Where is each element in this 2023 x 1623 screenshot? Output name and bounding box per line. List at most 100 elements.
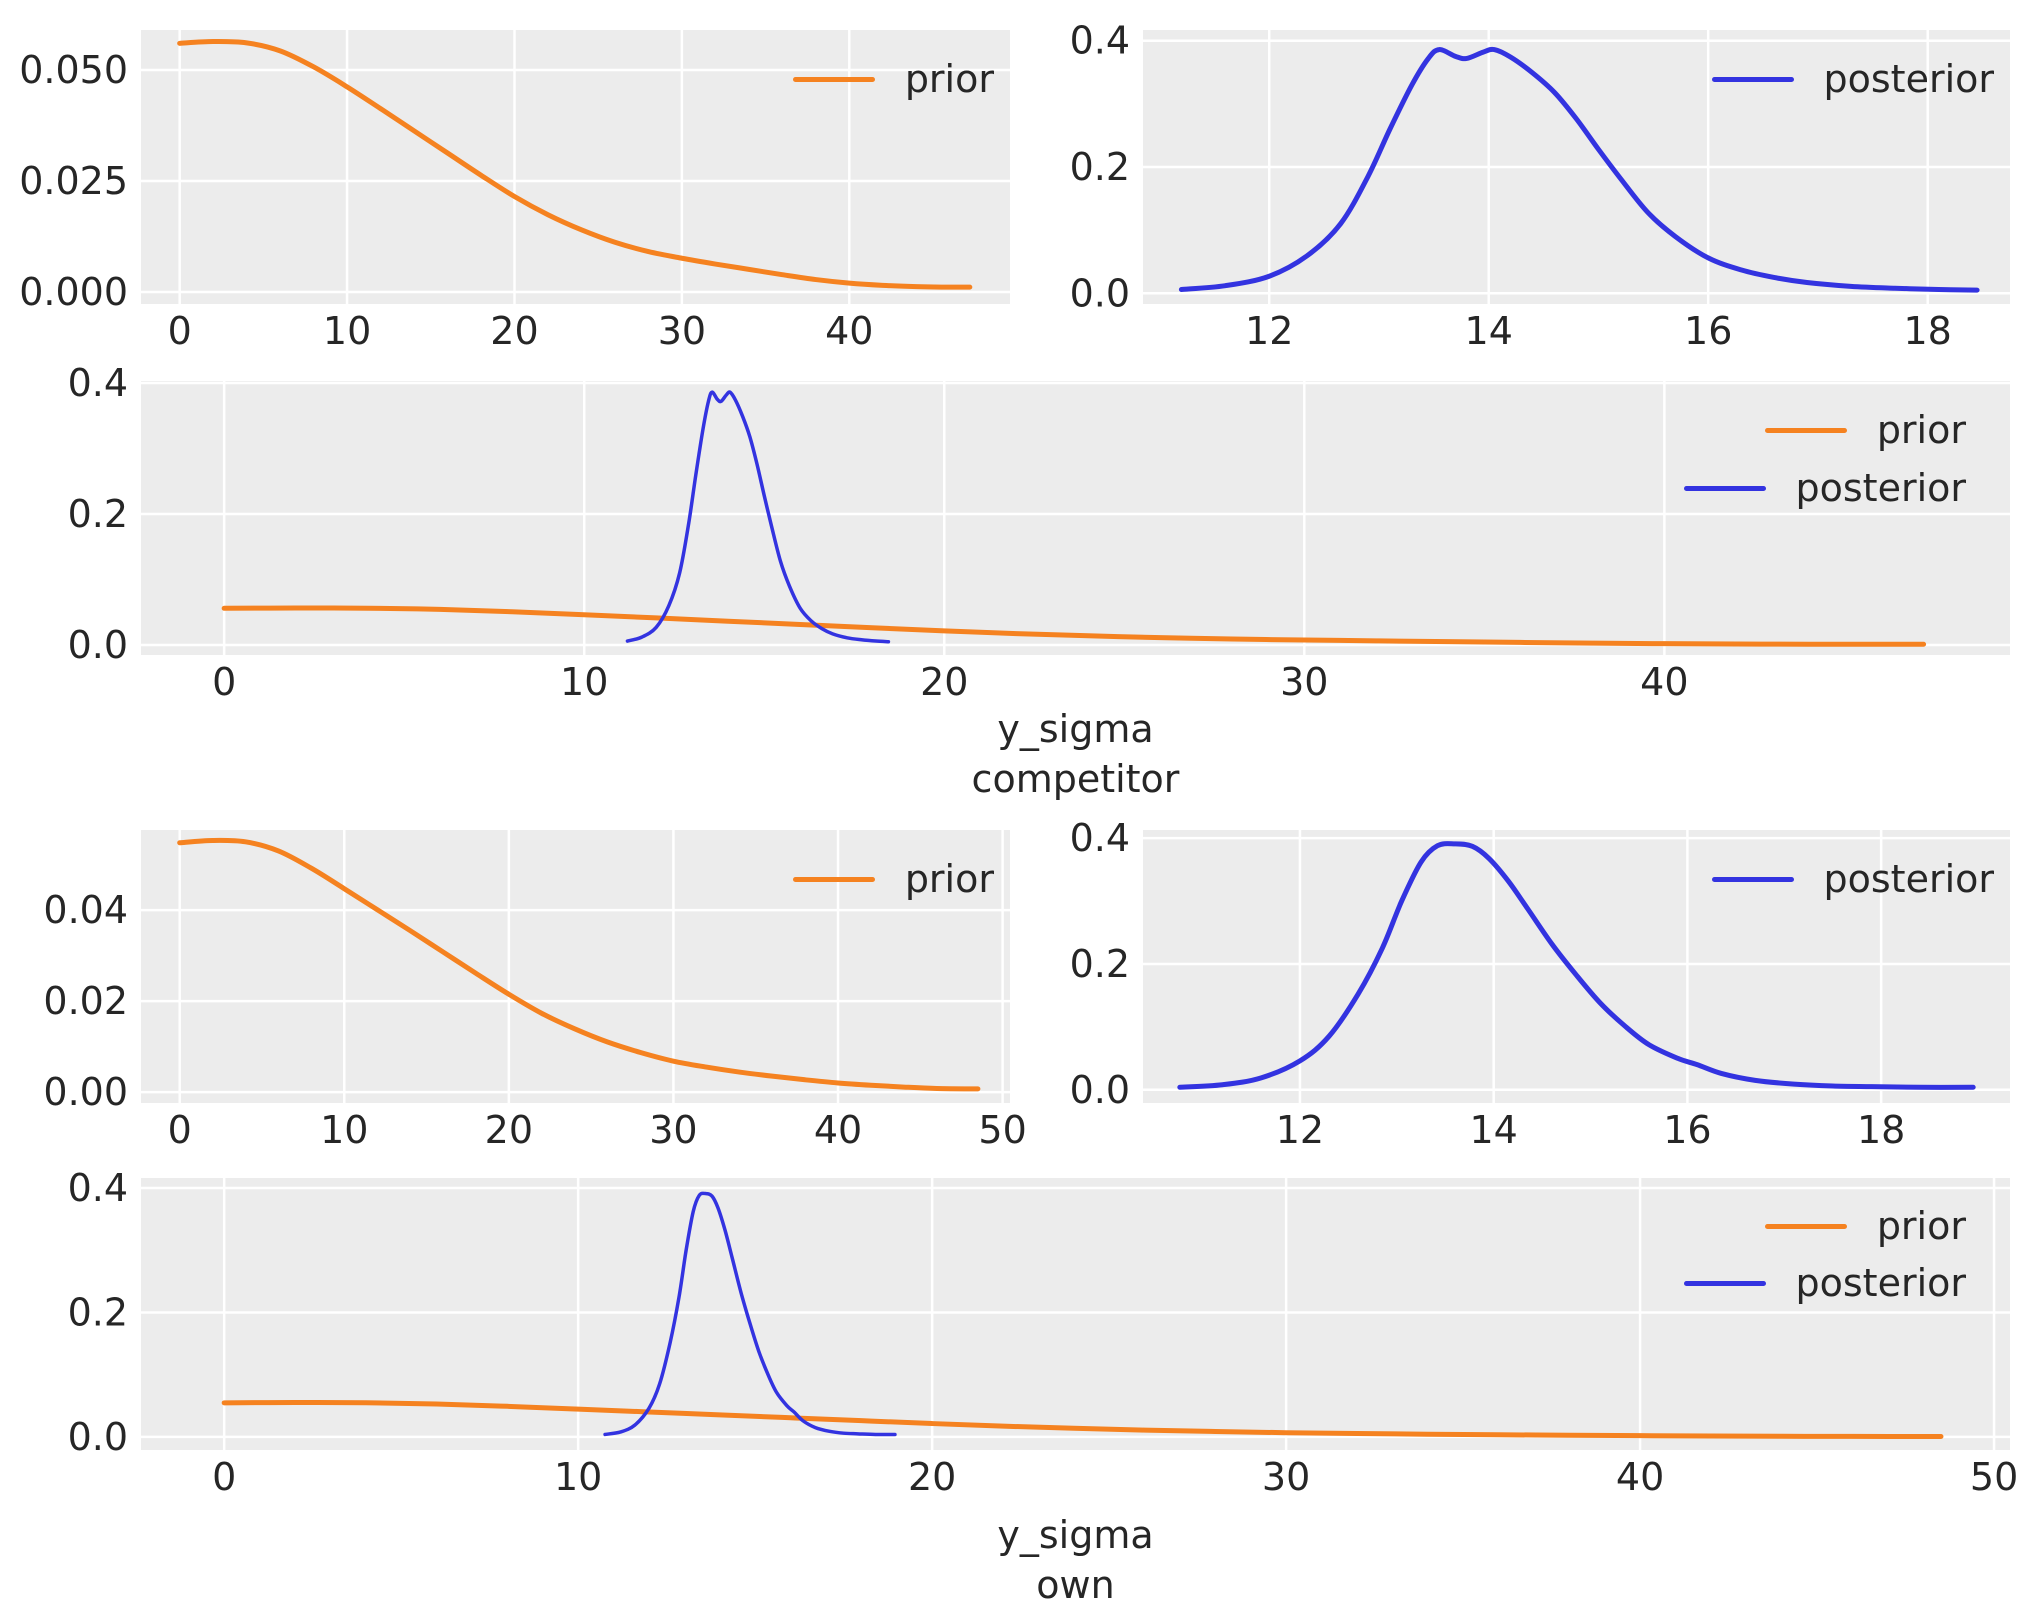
x-tick-label: 30: [1262, 1455, 1310, 1499]
x-tick-label: 20: [490, 309, 538, 353]
x-tick-label: 0: [168, 1108, 192, 1152]
chart-competitor-combined: 0 10 20 30 40 0.0 0.2 0.4 prior posterior: [68, 361, 2010, 704]
x-tick-label: 14: [1469, 1108, 1517, 1152]
legend-label-prior: prior: [1876, 1204, 1966, 1248]
xlabel-competitor-line2: competitor: [971, 757, 1180, 801]
chart-own-prior: 0 10 20 30 40 50 0.00 0.02 0.04 prior: [43, 830, 1027, 1152]
legend-swatch-posterior: [1711, 76, 1794, 82]
xlabel-own: y_sigma own: [141, 1510, 2010, 1610]
series-line-posterior: [1177, 841, 1976, 1090]
legend-entry-posterior: posterior: [1683, 464, 1967, 512]
legend-swatch-posterior: [1711, 876, 1794, 882]
x-tick-label: 10: [323, 309, 371, 353]
competitor-combined-plot: 0 10 20 30 40 0.0 0.2 0.4: [68, 361, 2010, 704]
series-line-prior: [177, 39, 973, 290]
x-tick-label: 10: [560, 660, 608, 704]
x-tick-label: 20: [485, 1108, 533, 1152]
y-tick-label: 0.0: [68, 1415, 128, 1459]
y-tick-label: 0.050: [19, 48, 128, 92]
plot-background: [141, 381, 2010, 655]
legend-entry-prior: prior: [792, 55, 994, 103]
series-line-posterior: [625, 390, 891, 644]
y-tick-label: 0.2: [1070, 942, 1130, 986]
legend-swatch-prior: [792, 876, 875, 882]
legend-swatch-prior: [792, 76, 875, 82]
x-tick-label: 50: [1970, 1455, 2018, 1499]
series-line-posterior: [1178, 46, 1980, 293]
legend-swatch-posterior: [1683, 485, 1766, 491]
y-tick-label: 0.2: [68, 492, 128, 536]
x-tick-label: 50: [978, 1108, 1026, 1152]
x-tick-label: 18: [1904, 309, 1952, 353]
x-tick-label: 12: [1276, 1108, 1324, 1152]
x-tick-label: 40: [1616, 1455, 1664, 1499]
y-tick-label: 0.02: [43, 979, 128, 1023]
legend-entry-posterior: posterior: [1711, 855, 1995, 903]
chart-competitor-posterior: 12 14 16 18 0.0 0.2 0.4 posterior: [1070, 19, 2010, 353]
own-prior-plot: 0 10 20 30 40 50 0.00 0.02 0.04: [43, 830, 1027, 1152]
legend-entry-posterior: posterior: [1683, 1259, 1967, 1307]
x-tick-label: 10: [320, 1108, 368, 1152]
x-tick-label: 16: [1684, 309, 1732, 353]
legend-entry-prior: prior: [1764, 1202, 1966, 1250]
competitor-posterior-plot: 12 14 16 18 0.0 0.2 0.4: [1070, 19, 2010, 353]
x-tick-label: 30: [649, 1108, 697, 1152]
y-tick-label: 0.0: [1070, 271, 1130, 315]
legend-label-posterior: posterior: [1795, 466, 1967, 510]
legend-swatch-prior: [1764, 427, 1847, 433]
legend-entry-prior: prior: [1764, 406, 1966, 454]
x-tick-label: 30: [1280, 660, 1328, 704]
y-tick-label: 0.2: [68, 1290, 128, 1334]
legend-label-prior: prior: [904, 57, 994, 101]
x-tick-label: 30: [658, 309, 706, 353]
y-tick-label: 0.2: [1070, 145, 1130, 189]
own-posterior-plot: 12 14 16 18 0.0 0.2 0.4: [1070, 816, 2010, 1152]
series-line-posterior: [603, 1191, 897, 1437]
legend-swatch-posterior: [1683, 1280, 1766, 1286]
plot-background: [141, 1178, 2010, 1450]
y-tick-label: 0.4: [68, 1166, 128, 1210]
xlabel-competitor: y_sigma competitor: [141, 704, 2010, 804]
x-tick-label: 20: [920, 660, 968, 704]
plot-background: [141, 30, 1010, 304]
x-tick-label: 0: [168, 309, 192, 353]
y-tick-label: 0.4: [1070, 816, 1130, 860]
y-tick-label: 0.4: [1070, 19, 1130, 63]
x-tick-label: 14: [1465, 309, 1513, 353]
x-tick-label: 0: [212, 660, 236, 704]
plot-background: [1143, 830, 2010, 1103]
x-tick-label: 40: [1640, 660, 1688, 704]
y-tick-label: 0.0: [68, 623, 128, 667]
y-tick-label: 0.000: [19, 270, 128, 314]
y-tick-label: 0.00: [43, 1070, 128, 1114]
chart-competitor-prior: 0 10 20 30 40 0.000 0.025 0.050 prior: [19, 30, 1010, 353]
xlabel-competitor-line1: y_sigma: [997, 707, 1154, 751]
xlabel-own-line1: y_sigma: [997, 1513, 1154, 1557]
y-tick-label: 0.0: [1070, 1068, 1130, 1112]
x-tick-label: 10: [554, 1455, 602, 1499]
legend-swatch-prior: [1764, 1223, 1847, 1229]
y-tick-label: 0.025: [19, 159, 128, 203]
legend-label-posterior: posterior: [1823, 857, 1995, 901]
x-tick-label: 18: [1857, 1108, 1905, 1152]
legend-label-posterior: posterior: [1795, 1261, 1967, 1305]
y-tick-label: 0.04: [43, 888, 128, 932]
xlabel-own-line2: own: [1036, 1563, 1115, 1607]
plot-background: [141, 830, 1010, 1103]
x-tick-label: 20: [908, 1455, 956, 1499]
legend-label-prior: prior: [904, 857, 994, 901]
x-tick-label: 40: [825, 309, 873, 353]
x-tick-label: 40: [814, 1108, 862, 1152]
x-tick-label: 16: [1663, 1108, 1711, 1152]
competitor-prior-plot: 0 10 20 30 40 0.000 0.025 0.050: [19, 30, 1010, 353]
legend-label-posterior: posterior: [1823, 57, 1995, 101]
series-line-prior: [221, 605, 1927, 647]
series-line-prior: [221, 1399, 1944, 1439]
legend-label-prior: prior: [1876, 408, 1966, 452]
x-tick-label: 0: [212, 1455, 236, 1499]
legend-entry-posterior: posterior: [1711, 55, 1995, 103]
y-tick-label: 0.4: [68, 361, 128, 405]
x-tick-label: 12: [1245, 309, 1293, 353]
legend-entry-prior: prior: [792, 855, 994, 903]
